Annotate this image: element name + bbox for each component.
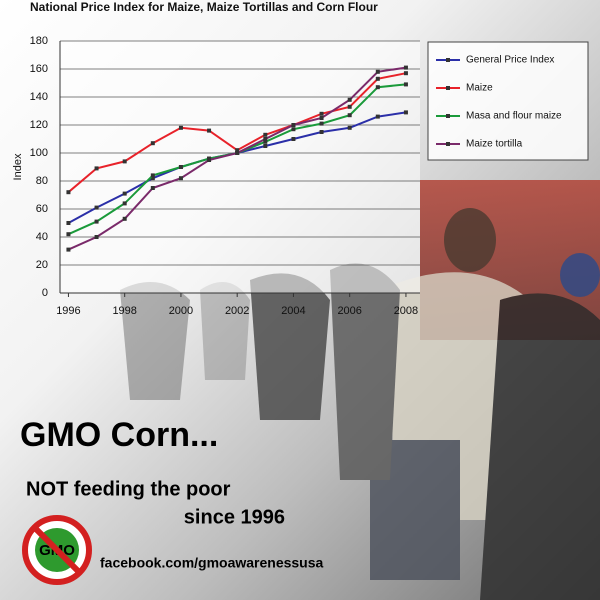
point — [94, 205, 99, 210]
legend-label: Maize — [466, 83, 493, 94]
y-tick-label: 140 — [30, 91, 48, 103]
headline: GMO Corn... — [20, 416, 218, 454]
point — [347, 125, 352, 130]
point — [122, 216, 127, 221]
point — [319, 116, 324, 120]
point — [347, 104, 352, 109]
chart-title: National Price Index for Maize, Maize To… — [30, 0, 378, 14]
point — [375, 85, 380, 90]
y-axis-label: Index — [12, 153, 24, 180]
x-tick-label: 1996 — [56, 305, 80, 317]
y-tick-label: 80 — [36, 175, 48, 187]
point — [150, 176, 155, 181]
point — [207, 158, 212, 162]
legend-box — [427, 41, 589, 161]
crowd — [120, 208, 600, 600]
point — [263, 144, 268, 148]
legend-label: Maize tortilla — [466, 139, 523, 150]
point — [178, 176, 183, 181]
point — [122, 191, 127, 196]
point — [207, 128, 212, 133]
legend-marker — [446, 86, 450, 90]
point — [178, 125, 183, 130]
point — [403, 71, 408, 76]
x-tick-label: 2006 — [337, 305, 361, 317]
point — [66, 221, 71, 225]
point — [150, 141, 155, 146]
point — [347, 113, 352, 118]
legend-marker — [446, 114, 450, 118]
point — [122, 201, 127, 206]
point — [94, 235, 99, 239]
point — [263, 139, 268, 144]
x-tick-label: 2008 — [394, 305, 418, 317]
point — [375, 69, 380, 74]
plot-area — [60, 41, 420, 293]
y-tick-label: 60 — [36, 203, 48, 215]
y-tick-label: 0 — [42, 287, 48, 299]
point — [94, 166, 99, 171]
legend-label: Masa and flour maize — [466, 111, 562, 122]
y-tick-label: 100 — [30, 147, 48, 159]
subline: since 1996 — [184, 506, 285, 528]
point — [403, 110, 408, 115]
y-tick-label: 160 — [30, 63, 48, 75]
point — [347, 97, 352, 102]
point — [319, 130, 324, 134]
point — [263, 137, 268, 141]
gmo-logo: GMO — [22, 515, 92, 585]
point — [291, 127, 296, 132]
legend-label: General Price Index — [466, 55, 554, 66]
point — [291, 137, 296, 141]
point — [150, 186, 155, 190]
x-tick-label: 2004 — [281, 305, 305, 317]
point — [235, 151, 240, 155]
point — [66, 232, 71, 237]
link[interactable]: facebook.com/gmoawarenessusa — [100, 555, 324, 571]
x-tick-label: 2002 — [225, 305, 249, 317]
point — [66, 190, 71, 195]
x-tick-label: 2000 — [169, 305, 193, 317]
point — [122, 159, 127, 164]
point — [94, 219, 99, 224]
point — [235, 148, 240, 153]
y-tick-label: 120 — [30, 119, 48, 131]
point — [178, 165, 183, 169]
point — [403, 65, 408, 70]
point — [375, 76, 380, 81]
point — [66, 247, 71, 252]
legend-marker — [446, 142, 450, 146]
point — [375, 114, 380, 119]
subline: NOT feeding the poor — [26, 478, 231, 500]
y-tick-label: 40 — [36, 231, 48, 243]
point — [150, 173, 155, 178]
point — [403, 82, 408, 87]
point — [319, 111, 324, 116]
y-tick-label: 20 — [36, 259, 48, 271]
point — [291, 123, 296, 127]
point — [263, 132, 268, 137]
legend-marker — [446, 58, 450, 62]
y-tick-label: 180 — [30, 35, 48, 47]
x-tick-label: 1998 — [112, 305, 136, 317]
point — [319, 121, 324, 126]
